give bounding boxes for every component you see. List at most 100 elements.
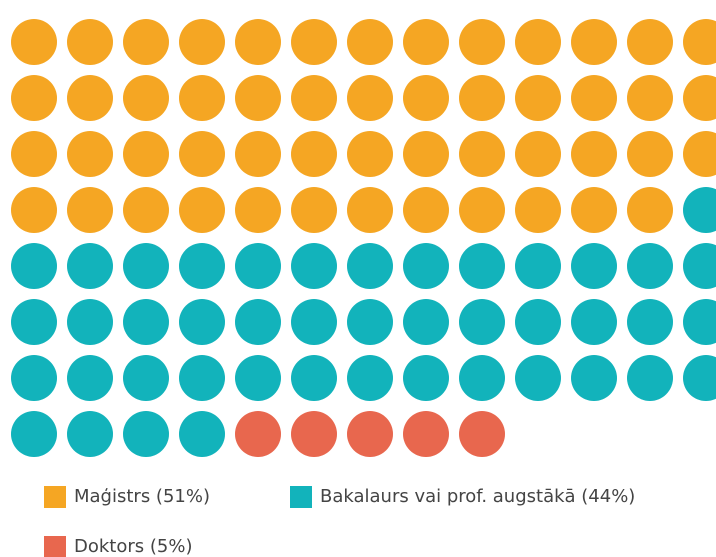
waffle-dot (459, 411, 505, 457)
waffle-dot (179, 243, 225, 289)
legend-label: Doktors (5%) (74, 536, 192, 557)
waffle-dot (123, 411, 169, 457)
waffle-dot (515, 187, 561, 233)
waffle-dot (515, 131, 561, 177)
waffle-dot (179, 299, 225, 345)
waffle-dot (11, 75, 57, 121)
waffle-dot (459, 299, 505, 345)
waffle-dot (179, 411, 225, 457)
waffle-dot (11, 131, 57, 177)
waffle-dot (67, 131, 113, 177)
waffle-dot (459, 131, 505, 177)
waffle-dot (11, 243, 57, 289)
waffle-dot (67, 411, 113, 457)
waffle-dot (67, 355, 113, 401)
waffle-dot (683, 299, 716, 345)
waffle-dot (291, 75, 337, 121)
waffle-dot (627, 75, 673, 121)
waffle-dot (571, 243, 617, 289)
waffle-dot (571, 19, 617, 65)
waffle-dot (67, 75, 113, 121)
waffle-dot (515, 355, 561, 401)
waffle-dot (123, 187, 169, 233)
waffle-dot (179, 355, 225, 401)
waffle-dot (235, 243, 281, 289)
waffle-dot (179, 131, 225, 177)
waffle-dot (515, 243, 561, 289)
waffle-dot (627, 355, 673, 401)
waffle-dot (515, 75, 561, 121)
legend-label: Maģistrs (51%) (74, 486, 210, 507)
waffle-dot (11, 411, 57, 457)
waffle-dot (683, 19, 716, 65)
waffle-dot (347, 411, 393, 457)
waffle-dot (291, 355, 337, 401)
waffle-dot (403, 355, 449, 401)
waffle-dot (123, 299, 169, 345)
waffle-dot (459, 243, 505, 289)
waffle-dot (403, 187, 449, 233)
waffle-dot (235, 75, 281, 121)
waffle-dot (179, 187, 225, 233)
waffle-dot (571, 131, 617, 177)
waffle-dot (683, 187, 716, 233)
waffle-dot (683, 355, 716, 401)
waffle-dot (347, 19, 393, 65)
waffle-dot (515, 19, 561, 65)
waffle-dot (179, 19, 225, 65)
waffle-dot (347, 131, 393, 177)
waffle-dot (627, 299, 673, 345)
waffle-dot (347, 187, 393, 233)
waffle-dot (291, 187, 337, 233)
waffle-dot (515, 299, 561, 345)
waffle-dot (235, 299, 281, 345)
waffle-dot (67, 187, 113, 233)
waffle-dot (235, 19, 281, 65)
waffle-dot (347, 299, 393, 345)
waffle-dot (627, 243, 673, 289)
legend-swatch (44, 486, 66, 508)
waffle-dot (291, 19, 337, 65)
waffle-dot (347, 75, 393, 121)
waffle-dot (123, 19, 169, 65)
waffle-dot (11, 355, 57, 401)
waffle-dot (627, 131, 673, 177)
waffle-dot (627, 187, 673, 233)
waffle-dot (683, 243, 716, 289)
waffle-dot (67, 243, 113, 289)
waffle-dot (123, 355, 169, 401)
waffle-dot (571, 299, 617, 345)
waffle-dot (11, 19, 57, 65)
waffle-dot (403, 131, 449, 177)
waffle-dot (11, 299, 57, 345)
waffle-dot (571, 187, 617, 233)
waffle-dot (403, 299, 449, 345)
waffle-dot (291, 299, 337, 345)
waffle-dot (683, 75, 716, 121)
legend-swatch (290, 486, 312, 508)
waffle-dot (291, 243, 337, 289)
waffle-dot (403, 411, 449, 457)
waffle-dot (123, 131, 169, 177)
waffle-dot (11, 187, 57, 233)
waffle-dot (571, 355, 617, 401)
waffle-dot (571, 75, 617, 121)
waffle-dot (291, 411, 337, 457)
waffle-dot (235, 187, 281, 233)
waffle-dot (403, 19, 449, 65)
waffle-dot (67, 19, 113, 65)
waffle-dot (459, 19, 505, 65)
waffle-dot (347, 243, 393, 289)
waffle-dot (235, 411, 281, 457)
waffle-dot (403, 243, 449, 289)
waffle-dot (123, 75, 169, 121)
waffle-dot (459, 187, 505, 233)
waffle-dot (627, 19, 673, 65)
waffle-dot (459, 75, 505, 121)
waffle-dot (235, 355, 281, 401)
waffle-dot (459, 355, 505, 401)
waffle-dot (403, 75, 449, 121)
waffle-dot (683, 131, 716, 177)
waffle-dot (347, 355, 393, 401)
